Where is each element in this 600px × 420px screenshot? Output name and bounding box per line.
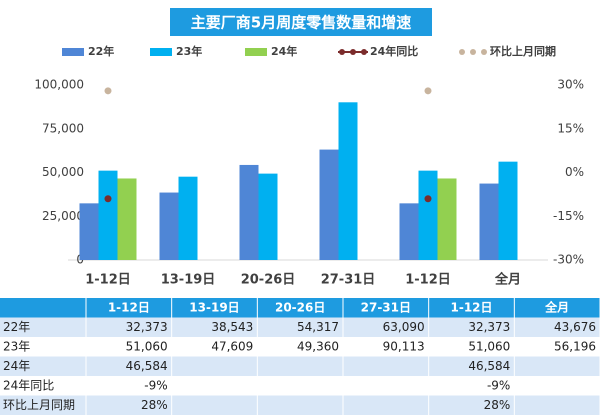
legend-label: 24年 [271,44,297,58]
table-row-bg [0,356,600,376]
x-tick-label: 13-19日 [161,273,216,288]
table-cell: 28% [484,398,511,412]
table-row-label: 环比上月同期 [3,398,75,412]
bar [338,102,358,261]
table-cell: -9% [144,378,167,392]
legend-swatch [245,48,267,56]
y2-tick-label: -15% [553,209,584,223]
bar [319,149,339,260]
table-cell: 46,584 [126,359,168,373]
table-row-bg [0,395,600,415]
bar [178,176,198,260]
table-row-label: 22年 [3,320,30,334]
bar [79,203,99,260]
legend-swatch [361,49,367,55]
legend-swatch [470,49,476,55]
x-tick-label: 1-12日 [85,273,131,288]
table-header: 1-12日 [450,300,492,314]
bar [159,192,179,260]
table-row-bg [0,337,600,357]
bar [258,173,278,260]
legend-swatch [339,49,345,55]
bar [479,183,499,260]
table-cell: 47,609 [211,339,253,353]
y-tick-label: 100,000 [34,78,84,92]
table-row-bg [0,317,600,337]
table-cell: 32,373 [126,320,168,334]
point [424,87,432,95]
table-header: 27-31日 [361,300,411,314]
table-cell: 43,676 [554,320,596,334]
bar [437,178,457,260]
point [104,87,112,95]
bar [117,178,137,260]
table-cell: 56,196 [554,339,596,353]
table-cell: 28% [141,398,168,412]
table-header: 20-26日 [275,300,325,314]
legend-swatch [150,48,172,56]
x-tick-label: 1-12日 [405,273,451,288]
legend-swatch [481,49,487,55]
point [424,195,432,203]
table-header: 全月 [544,299,569,314]
table-cell: 51,060 [468,339,510,353]
table-row-label: 23年 [3,339,30,353]
bar [418,170,438,260]
chart-title: 主要厂商5月周度零售数量和增速 [191,14,411,32]
legend-swatch [459,49,465,55]
bar [498,161,518,260]
bar [399,203,419,260]
legend-label: 22年 [88,44,114,58]
legend-swatch [62,48,84,56]
bar [239,164,259,260]
y2-tick-label: -30% [553,253,584,267]
y-tick-label: 75,000 [42,121,84,135]
table-row-bg [0,376,600,396]
legend-label: 23年 [176,44,202,58]
table-row-label: 24年同比 [3,378,54,392]
table-cell: 63,090 [383,320,425,334]
table-header: 13-19日 [189,300,239,314]
table-row-label: 24年 [3,359,30,373]
title-box [170,8,432,36]
legend-swatch [350,49,356,55]
table-cell: 38,543 [211,320,253,334]
table-cell: 49,360 [297,339,339,353]
legend-label: 环比上月同期 [490,44,556,58]
y-tick-label: 50,000 [42,165,84,179]
x-tick-label: 20-26日 [241,273,296,288]
table-header-bg [0,298,600,318]
table-cell: 46,584 [468,359,510,373]
table-cell: 32,373 [468,320,510,334]
legend-label: 24年同比 [370,44,418,58]
point [104,195,112,203]
table-cell: -9% [487,378,510,392]
x-tick-label: 27-31日 [321,273,376,288]
table-header: 1-12日 [108,300,150,314]
y2-tick-label: 30% [557,78,584,92]
y2-tick-label: 15% [557,121,584,135]
table-cell: 51,060 [126,339,168,353]
y2-tick-label: 0% [565,165,584,179]
table-cell: 90,113 [383,339,425,353]
x-tick-label: 全月 [494,272,521,288]
bar [98,170,118,260]
table-cell: 54,317 [297,320,339,334]
y-tick-label: 25,000 [42,209,84,223]
